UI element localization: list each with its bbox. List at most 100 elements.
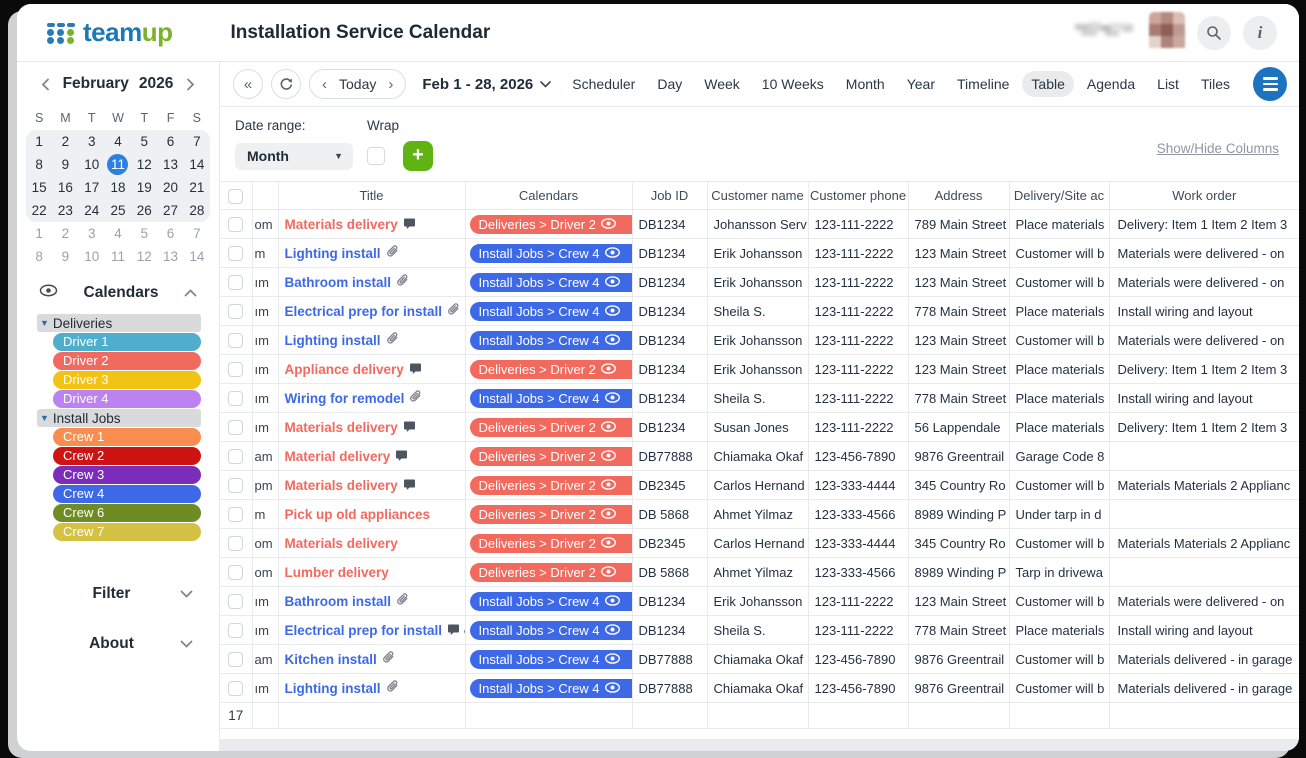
minical-day[interactable]: 7	[193, 134, 201, 149]
calendar-pill[interactable]: Install Jobs > Crew 4	[469, 272, 631, 292]
minical-day[interactable]: 15	[31, 180, 47, 195]
add-event-button[interactable]: +	[403, 141, 433, 171]
tab-table[interactable]: Table	[1022, 71, 1074, 97]
row-checkbox[interactable]	[228, 681, 244, 697]
calendar-group-deliveries[interactable]: ▼ Deliveries	[37, 314, 201, 332]
cell-title[interactable]: Electrical prep for install	[278, 615, 466, 645]
table-row[interactable]: om Materials delivery Deliveries > Driver …	[220, 209, 1299, 239]
calendar-pill[interactable]: Deliveries > Driver 2	[469, 214, 631, 234]
cell-title[interactable]: Kitchen install	[278, 644, 466, 674]
tab-agenda[interactable]: Agenda	[1086, 76, 1136, 92]
col-header-customer-name[interactable]: Customer name	[707, 181, 809, 210]
calendar-item-driver-4[interactable]: Driver 4	[53, 390, 201, 408]
row-checkbox[interactable]	[228, 391, 244, 407]
tab-tiles[interactable]: Tiles	[1200, 76, 1230, 92]
calendar-pill[interactable]: Deliveries > Driver 2	[469, 359, 631, 379]
calendar-item-driver-1[interactable]: Driver 1	[53, 333, 201, 351]
table-row[interactable]: ım Materials delivery Deliveries > Driver …	[220, 412, 1299, 442]
minical-day[interactable]: 6	[166, 134, 175, 149]
cell-title[interactable]: Bathroom install	[278, 267, 466, 297]
col-header-address[interactable]: Address	[908, 181, 1010, 210]
calendar-pill[interactable]: Deliveries > Driver 2	[469, 446, 631, 466]
filter-expand-icon[interactable]	[180, 590, 193, 598]
group-collapse-icon[interactable]: ▼	[40, 318, 49, 328]
minical-day[interactable]: 4	[114, 134, 122, 149]
col-header-time[interactable]	[252, 181, 279, 210]
user-avatar-redacted[interactable]	[1149, 12, 1185, 53]
row-checkbox[interactable]	[228, 217, 244, 233]
tab-10-weeks[interactable]: 10 Weeks	[761, 76, 824, 92]
select-all-checkbox[interactable]	[228, 188, 244, 204]
cell-title[interactable]: Electrical prep for install	[278, 296, 466, 326]
row-checkbox[interactable]	[228, 478, 244, 494]
col-header-checkbox[interactable]	[220, 181, 253, 210]
cell-title[interactable]: Wiring for remodel	[278, 383, 466, 413]
search-icon[interactable]	[1197, 15, 1231, 50]
row-checkbox[interactable]	[228, 420, 244, 436]
calendar-item-crew-1[interactable]: Crew 1	[53, 428, 201, 446]
minical-day-next-month[interactable]: 5	[140, 226, 149, 241]
cell-title[interactable]: Lumber delivery	[278, 557, 466, 587]
minical-day[interactable]: 18	[110, 180, 126, 195]
table-row[interactable]: om Lumber delivery Deliveries > Driver 2 DB…	[220, 557, 1299, 587]
calendar-item-driver-2[interactable]: Driver 2	[53, 352, 201, 370]
row-checkbox[interactable]	[228, 362, 244, 378]
minical-day[interactable]: 23	[57, 203, 73, 218]
minical-day[interactable]: 12	[136, 157, 152, 172]
row-checkbox[interactable]	[228, 449, 244, 465]
table-row[interactable]: am Material delivery Deliveries > Driver 2…	[220, 441, 1299, 471]
row-checkbox[interactable]	[228, 507, 244, 523]
today-button[interactable]: Today	[339, 76, 377, 92]
table-row[interactable]: ım Appliance delivery Deliveries > Driver …	[220, 354, 1299, 384]
info-icon[interactable]: i	[1243, 15, 1277, 50]
wrap-checkbox[interactable]	[367, 147, 385, 165]
minical-day[interactable]: 9	[61, 157, 70, 172]
tab-scheduler[interactable]: Scheduler	[572, 76, 636, 92]
table-row[interactable]: om Materials delivery Deliveries > Driver …	[220, 528, 1299, 558]
calendar-pill[interactable]: Install Jobs > Crew 4	[469, 330, 631, 350]
minical-day[interactable]: 28	[189, 203, 205, 218]
tab-week[interactable]: Week	[704, 76, 740, 92]
calendar-pill[interactable]: Install Jobs > Crew 4	[469, 620, 631, 640]
cell-title[interactable]: Appliance delivery	[278, 354, 466, 384]
cell-title[interactable]: Pick up old appliances	[278, 499, 466, 529]
calendar-group-install-jobs[interactable]: ▼ Install Jobs	[37, 409, 201, 427]
row-checkbox[interactable]	[228, 333, 244, 349]
calendars-collapse-icon[interactable]	[184, 289, 197, 297]
table-row[interactable]: pm Materials delivery Deliveries > Driver …	[220, 470, 1299, 500]
minical-day[interactable]: 20	[163, 180, 179, 195]
minical-day-next-month[interactable]: 1	[35, 226, 43, 241]
minical-day[interactable]: 26	[136, 203, 152, 218]
col-header-job-id[interactable]: Job ID	[632, 181, 708, 210]
cell-title[interactable]: Materials delivery	[278, 470, 466, 500]
col-header-title[interactable]: Title	[278, 181, 466, 210]
calendar-pill[interactable]: Deliveries > Driver 2	[469, 475, 631, 495]
minical-day[interactable]: 2	[61, 134, 70, 149]
calendar-item-crew-6[interactable]: Crew 6	[53, 504, 201, 522]
minical-today[interactable]: 11	[107, 154, 129, 175]
tab-month[interactable]: Month	[845, 76, 885, 92]
calendar-item-crew-7[interactable]: Crew 7	[53, 523, 201, 541]
minical-day[interactable]: 13	[163, 157, 179, 172]
calendar-pill[interactable]: Install Jobs > Crew 4	[469, 591, 631, 611]
menu-icon[interactable]	[1253, 67, 1287, 101]
minical-day[interactable]: 8	[35, 157, 43, 172]
minical-day-next-month[interactable]: 6	[166, 226, 175, 241]
row-checkbox[interactable]	[228, 304, 244, 320]
cell-title[interactable]: Lighting install	[278, 325, 466, 355]
calendar-item-crew-4[interactable]: Crew 4	[53, 485, 201, 503]
cell-title[interactable]: Materials delivery	[278, 528, 466, 558]
horizontal-scrollbar[interactable]	[220, 739, 1299, 751]
table-row[interactable]: m Lighting install Install Jobs > Crew 4 DB…	[220, 238, 1299, 268]
row-checkbox[interactable]	[228, 594, 244, 610]
minical-day[interactable]: 27	[163, 203, 179, 218]
table-row[interactable]: ım Wiring for remodel Install Jobs > Crew …	[220, 383, 1299, 413]
minical-day-next-month[interactable]: 7	[193, 226, 201, 241]
calendar-pill[interactable]: Install Jobs > Crew 4	[469, 243, 631, 263]
teamup-logo[interactable]: teamup	[47, 17, 173, 48]
tab-list[interactable]: List	[1157, 76, 1179, 92]
calendar-pill[interactable]: Deliveries > Driver 2	[469, 562, 631, 582]
tab-timeline[interactable]: Timeline	[957, 76, 1010, 92]
minical-day-next-month[interactable]: 11	[110, 249, 125, 264]
